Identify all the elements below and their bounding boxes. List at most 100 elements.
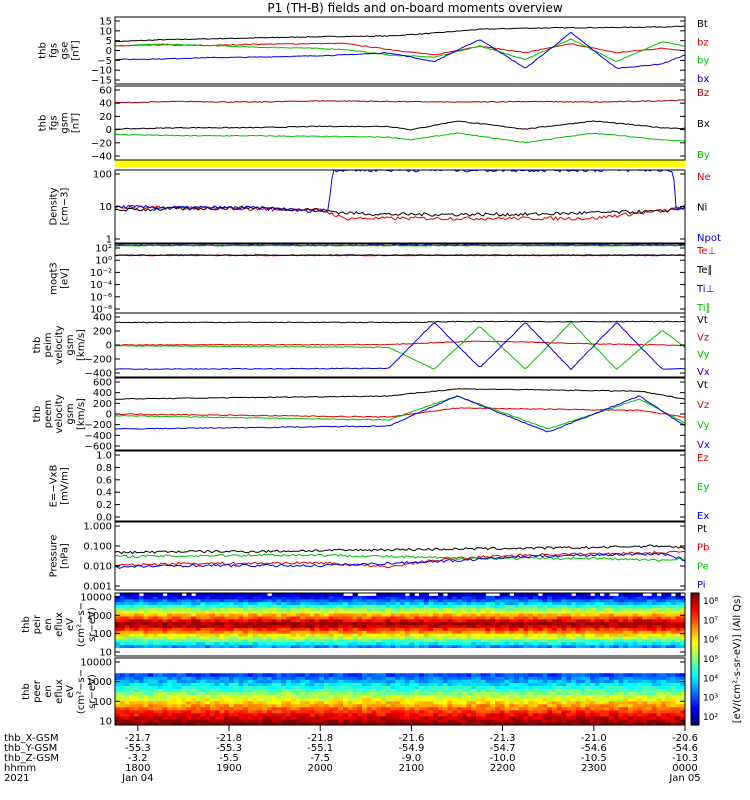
- heatmap-cell: [423, 624, 430, 628]
- heatmap-cell: [281, 613, 287, 617]
- heatmap-cell: [571, 613, 577, 617]
- heatmap-cell: [305, 604, 311, 608]
- colorbar-step: [691, 687, 699, 691]
- heatmap-cell: [134, 627, 140, 631]
- heatmap-cell: [300, 595, 306, 600]
- heatmap-cell: [423, 700, 430, 705]
- heatmap-cell: [229, 685, 235, 690]
- heatmap-cell: [138, 618, 145, 623]
- heatmap-cell: [181, 706, 187, 711]
- heatmap-cell: [594, 618, 601, 623]
- heatmap-cell: [495, 615, 501, 620]
- heatmap-cell: [362, 715, 368, 720]
- heatmap-cell: [371, 721, 377, 725]
- heatmap-cell: [324, 615, 330, 620]
- heatmap-cell: [404, 697, 411, 702]
- heatmap-cell: [452, 615, 458, 620]
- y-axis-label-line: eV: [65, 685, 76, 698]
- heatmap-cell: [599, 613, 605, 617]
- heatmap-cell: [419, 624, 425, 628]
- heatmap-cell: [324, 700, 330, 705]
- heatmap-cell: [376, 712, 382, 717]
- heatmap-cell: [162, 633, 168, 637]
- heatmap-cell: [514, 691, 520, 696]
- heatmap-cell: [148, 633, 154, 637]
- heatmap-cell: [352, 595, 358, 600]
- heatmap-cell: [537, 604, 544, 608]
- heatmap-cell: [153, 618, 159, 623]
- heatmap-cell: [119, 604, 126, 608]
- heatmap-cell: [276, 604, 282, 608]
- heatmap-cell: [362, 703, 368, 708]
- heatmap-cell: [518, 718, 525, 723]
- heatmap-cell: [442, 613, 449, 617]
- heatmap-cell: [414, 706, 420, 711]
- heatmap-cell: [509, 607, 515, 611]
- y-tick-label: 200: [93, 327, 112, 338]
- heatmap-cell: [252, 621, 259, 626]
- heatmap-cell: [134, 615, 140, 620]
- heatmap-cell: [632, 688, 639, 693]
- heatmap-cell: [670, 607, 677, 611]
- heatmap-cell: [533, 618, 539, 623]
- heatmap-cell: [233, 673, 240, 677]
- heatmap-cell: [286, 613, 292, 617]
- heatmap-cell: [680, 618, 685, 623]
- heatmap-cell: [661, 685, 667, 690]
- heatmap-cell: [347, 712, 354, 717]
- heatmap-cell: [362, 607, 368, 611]
- heatmap-cell: [319, 627, 325, 631]
- heatmap-cell: [623, 618, 629, 623]
- ephemeris-value: -54.7: [490, 743, 516, 754]
- heatmap-cell: [191, 679, 197, 683]
- heatmap-cell: [366, 676, 373, 680]
- heatmap-cell: [119, 630, 126, 634]
- heatmap-cell: [286, 621, 292, 626]
- heatmap-cell: [428, 679, 434, 683]
- heatmap-cell: [138, 621, 145, 626]
- heatmap-cell: [647, 709, 653, 714]
- heatmap-cell: [661, 673, 667, 677]
- heatmap-cell: [590, 638, 596, 643]
- heatmap-cell: [428, 613, 434, 617]
- heatmap-cell: [656, 633, 662, 637]
- heatmap-cell: [300, 613, 306, 617]
- heatmap-cell: [124, 694, 130, 699]
- heatmap-cell: [580, 638, 586, 643]
- heatmap-cell: [252, 601, 259, 606]
- heatmap-cell: [219, 615, 225, 620]
- heatmap-cell: [262, 638, 268, 643]
- heatmap-cell: [252, 615, 259, 620]
- heatmap-cell: [271, 630, 278, 634]
- heatmap-cell: [319, 644, 325, 649]
- heatmap-cell: [533, 676, 539, 680]
- heatmap-cell: [295, 618, 301, 623]
- heatmap-cell: [262, 595, 268, 600]
- heatmap-cell: [376, 601, 382, 606]
- y-tick-label: 0.100: [83, 542, 112, 553]
- heatmap-cell: [252, 607, 259, 611]
- heatmap-cell: [138, 673, 145, 677]
- heatmap-cell: [466, 712, 472, 717]
- heatmap-cell: [585, 621, 591, 626]
- heatmap-cell: [433, 691, 439, 696]
- heatmap-cell: [670, 595, 677, 600]
- heatmap-cell: [324, 715, 330, 720]
- heatmap-cell: [295, 635, 301, 640]
- heatmap-cell: [518, 615, 525, 620]
- heatmap-cell: [148, 601, 154, 606]
- heatmap-cell: [637, 610, 643, 614]
- heatmap-cell: [276, 621, 282, 626]
- heatmap-cell: [637, 635, 643, 640]
- heatmap-cell: [537, 712, 544, 717]
- heatmap-cell: [262, 610, 268, 614]
- heatmap-cell: [661, 718, 667, 723]
- heatmap-cell: [571, 700, 577, 705]
- y-tick-label: 200: [93, 399, 112, 410]
- heatmap-cell: [276, 598, 282, 603]
- heatmap-cell: [319, 718, 325, 723]
- heatmap-cell: [438, 682, 444, 687]
- heatmap-cell: [238, 703, 244, 708]
- heatmap-cell: [243, 688, 249, 693]
- heatmap-cell: [143, 685, 149, 690]
